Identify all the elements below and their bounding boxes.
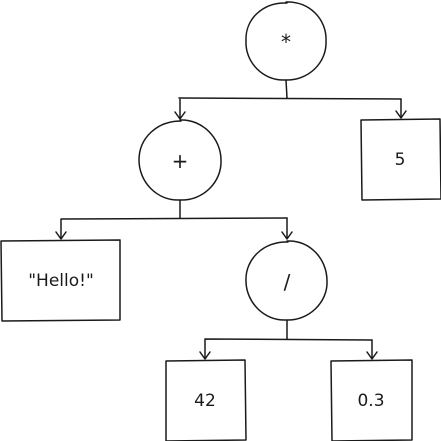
edge-plus-to-hello: [55, 199, 288, 240]
node-five: 5: [360, 118, 441, 201]
pointthree-box: [330, 359, 413, 441]
divide-label: /: [284, 270, 291, 294]
root-circle: [245, 1, 327, 81]
edges: [55, 79, 407, 360]
edge-plus-to-divide: [281, 217, 293, 240]
edge-root-to-plus: [174, 79, 402, 120]
node-hello: "Hello!": [0, 239, 121, 322]
plus-label: +: [172, 149, 189, 173]
node-divide: /: [245, 240, 328, 321]
root-label: *: [281, 30, 291, 54]
pointthree-label: 0.3: [357, 391, 384, 411]
edge-divide-to-pointthree: [366, 339, 378, 360]
plus-circle: [138, 119, 222, 201]
five-box: [360, 118, 441, 201]
edge-divide-to-fortytwo: [199, 319, 373, 360]
five-label: 5: [395, 150, 406, 170]
edge-root-to-five: [395, 98, 407, 119]
hello-box: [0, 239, 121, 322]
divide-circle: [245, 240, 328, 321]
node-pointthree: 0.3: [330, 359, 413, 441]
node-root-multiply: *: [245, 1, 327, 81]
node-fortytwo: 42: [165, 359, 247, 441]
hello-label: "Hello!": [28, 271, 94, 291]
fortytwo-box: [165, 359, 247, 441]
fortytwo-label: 42: [194, 391, 216, 411]
node-plus: +: [138, 119, 222, 201]
